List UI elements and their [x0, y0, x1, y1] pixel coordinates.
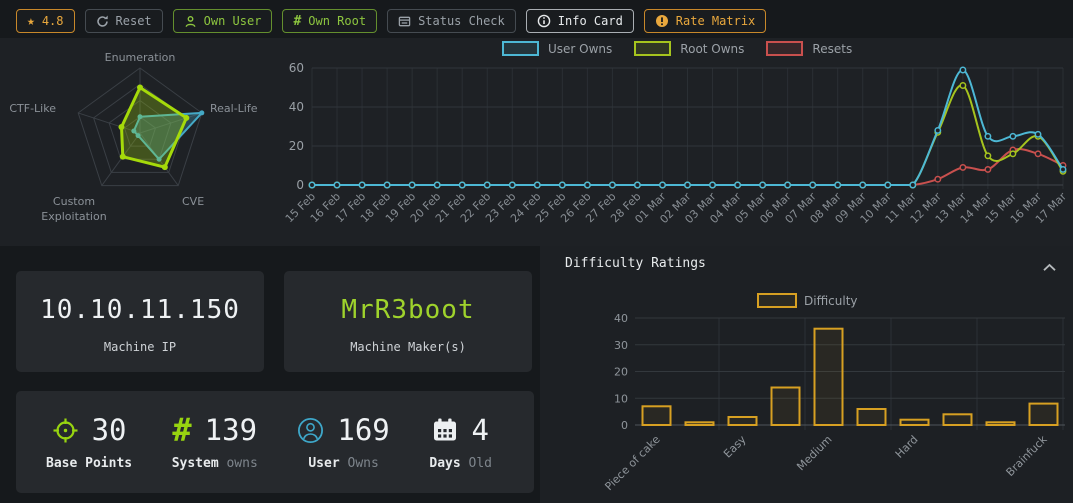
svg-text:CVE: CVE: [182, 195, 204, 208]
legend-swatch: [766, 41, 804, 56]
reset-button[interactable]: Reset: [84, 9, 163, 33]
stats-card: 30 Base Points # 139 System owns 1: [16, 391, 534, 493]
svg-text:CTF-Like: CTF-Like: [10, 102, 56, 115]
svg-text:20: 20: [614, 366, 628, 379]
stat-user-owns: 169 User Owns: [297, 413, 390, 471]
machine-maker-card: MrR3boot Machine Maker(s): [284, 271, 532, 372]
legend-label: Resets: [812, 41, 853, 56]
own-root-button-label: Own Root: [308, 14, 367, 28]
info-icon: [537, 14, 551, 28]
own-user-button[interactable]: Own User: [172, 9, 273, 33]
rating-badge-label: 4.8: [41, 14, 64, 28]
legend-resets[interactable]: Resets: [766, 41, 852, 56]
difficulty-section-title: Difficulty Ratings: [565, 256, 706, 271]
status-check-button[interactable]: Status Check: [387, 9, 516, 33]
svg-text:Hard: Hard: [893, 433, 921, 461]
charts-band: Enumeration Real-Life CVE Custom Exploitatio…: [0, 38, 1073, 246]
svg-text:Piece of cake: Piece of cake: [602, 433, 662, 493]
reset-button-label: Reset: [115, 14, 152, 28]
legend-root-owns[interactable]: Root Owns: [634, 41, 744, 56]
stat-system-owns: # 139 System owns: [171, 411, 258, 471]
rate-matrix-button[interactable]: Rate Matrix: [643, 9, 767, 33]
machine-ip-card: 10.10.11.150 Machine IP: [16, 271, 264, 372]
user-owns-label: User: [308, 456, 340, 471]
calendar-icon: [432, 417, 458, 444]
base-points-value: 30: [91, 413, 127, 447]
legend-label: User Owns: [548, 41, 613, 56]
legend-user-owns[interactable]: User Owns: [502, 41, 612, 56]
days-old-value: 4: [471, 413, 489, 447]
svg-text:Easy: Easy: [721, 433, 749, 461]
base-points-label: Base Points: [46, 456, 133, 471]
machine-ip-value: 10.10.11.150: [40, 295, 240, 325]
svg-text:40: 40: [614, 312, 628, 325]
own-user-button-label: Own User: [203, 14, 262, 28]
difficulty-bar-chart: Difficulty 0 10 20 30 40 Piece of cake Easy Medi…: [602, 293, 1065, 493]
machine-maker-value: MrR3boot: [341, 295, 475, 325]
difficulty-panel: Difficulty Ratings Difficulty 0 10 20 30 40 Pi…: [540, 246, 1073, 503]
legend-label: Root Owns: [680, 41, 745, 56]
svg-text:Difficulty: Difficulty: [804, 294, 858, 308]
svg-text:0: 0: [296, 178, 304, 192]
svg-text:Real-Life: Real-Life: [210, 102, 258, 115]
system-owns-label: System: [171, 456, 219, 471]
own-root-button[interactable]: # Own Root: [282, 9, 378, 33]
refresh-icon: [96, 15, 109, 28]
legend-swatch: [502, 41, 539, 56]
star-icon: ★: [27, 13, 35, 29]
machine-maker-label: Machine Maker(s): [350, 340, 466, 354]
status-check-button-label: Status Check: [418, 14, 505, 28]
chevron-up-icon[interactable]: [1042, 257, 1057, 276]
toolbar: ★ 4.8 Reset Own User # Own Root Status Check In…: [16, 9, 767, 33]
svg-text:0: 0: [621, 419, 628, 432]
days-old-label: Days: [429, 456, 461, 471]
owns-chart-legend: User Owns Root Owns Resets: [502, 41, 852, 56]
stat-base-points: 30 Base Points: [46, 413, 132, 471]
svg-text:20: 20: [289, 139, 304, 153]
svg-text:40: 40: [289, 100, 304, 114]
user-owns-value: 169: [337, 413, 390, 447]
svg-text:Custom: Custom: [53, 195, 95, 208]
legend-swatch: [634, 41, 672, 56]
alert-icon: [655, 14, 669, 28]
target-icon: [52, 417, 79, 444]
info-card-button-label: Info Card: [557, 14, 623, 28]
svg-text:10: 10: [614, 392, 628, 405]
stat-days-old: 4 Days Old: [429, 413, 492, 471]
svg-text:Medium: Medium: [794, 433, 834, 473]
person-icon: [184, 15, 197, 28]
svg-text:30: 30: [614, 339, 628, 352]
hash-icon: #: [172, 411, 192, 449]
svg-text:Exploitation: Exploitation: [41, 210, 106, 223]
rating-badge[interactable]: ★ 4.8: [16, 9, 75, 33]
user-icon: [297, 417, 324, 444]
svg-text:Enumeration: Enumeration: [105, 51, 176, 64]
hash-icon: #: [293, 13, 302, 29]
svg-text:Brainfuck: Brainfuck: [1004, 432, 1050, 478]
system-owns-value: 139: [204, 413, 258, 447]
category-radar-chart: Enumeration Real-Life CVE Custom Exploitatio…: [10, 51, 258, 223]
info-card-button[interactable]: Info Card: [525, 9, 634, 33]
rate-matrix-button-label: Rate Matrix: [675, 14, 756, 28]
list-icon: [398, 15, 411, 28]
machine-ip-label: Machine IP: [103, 340, 177, 354]
svg-text:60: 60: [289, 61, 304, 75]
